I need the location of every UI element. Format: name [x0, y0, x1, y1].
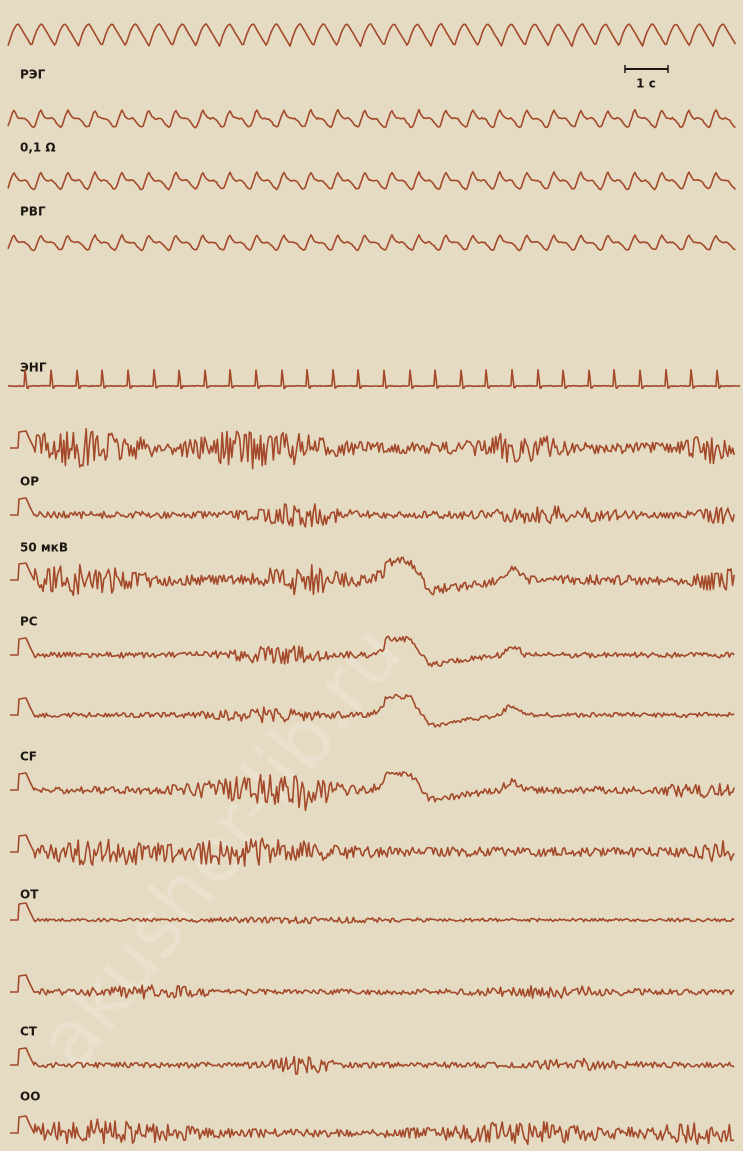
- channel-label: OT: [20, 888, 39, 902]
- channel-label: РВГ: [20, 205, 46, 219]
- channel-label: PC: [20, 615, 38, 629]
- figure: akusher-lib.ru 1 с РЭГ0,1 ΩРВГЭНГОР50 мк…: [0, 0, 743, 1151]
- scale-bar-label: 1 с: [636, 77, 656, 91]
- channel-label: ОР: [20, 475, 39, 489]
- channel-label: CT: [20, 1025, 38, 1039]
- channel-label: OO: [20, 1090, 40, 1104]
- channel-label: 0,1 Ω: [20, 141, 56, 155]
- channel-label: РЭГ: [20, 68, 46, 82]
- channel-label: 50 мкВ: [20, 541, 68, 555]
- channel-label: CF: [20, 750, 37, 764]
- channel-label: ЭНГ: [20, 361, 47, 375]
